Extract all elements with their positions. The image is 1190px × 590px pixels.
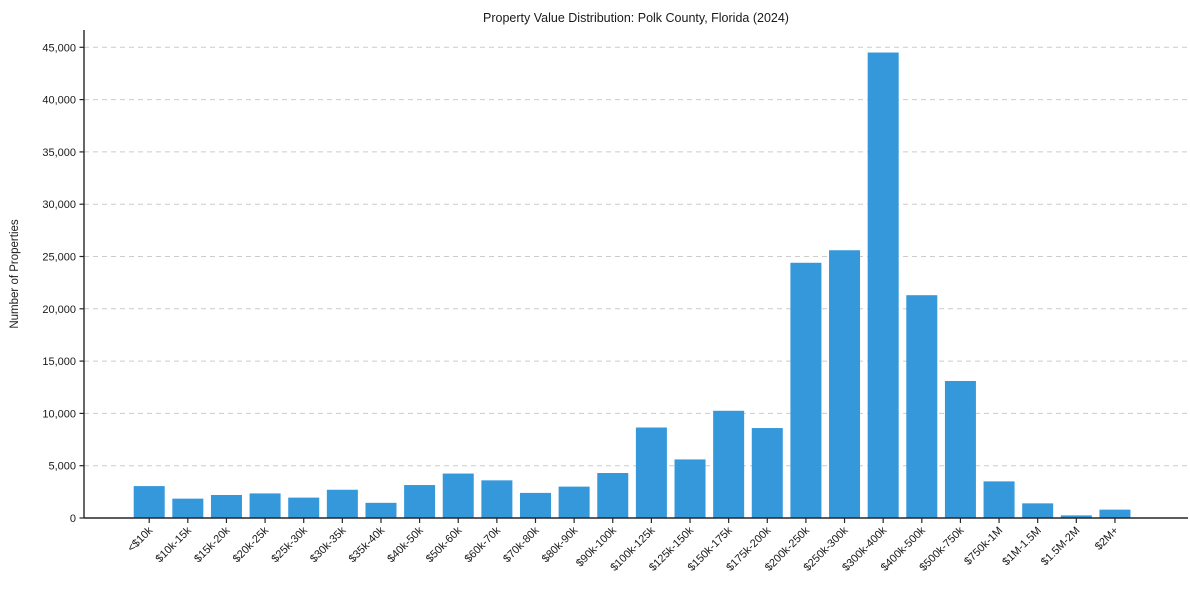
bar <box>829 250 861 518</box>
bar <box>1099 509 1131 518</box>
bar <box>1060 515 1092 518</box>
y-tick-label: 25,000 <box>42 252 76 264</box>
bar <box>481 480 513 518</box>
x-tick-label: $1M-1.5M <box>1000 525 1044 569</box>
y-tick-label: 30,000 <box>42 199 76 211</box>
y-tick-label: 5,000 <box>48 461 76 473</box>
gridlines <box>84 46 1188 467</box>
bar <box>944 380 976 518</box>
bar <box>365 502 397 518</box>
y-tick-label: 0 <box>70 513 76 525</box>
bar <box>326 489 358 518</box>
y-tick-label: 15,000 <box>42 356 76 368</box>
x-tick-label: $30k-35k <box>308 524 349 565</box>
x-tick-label: $40k-50k <box>385 524 426 565</box>
bar <box>210 494 242 518</box>
y-tick-label: 20,000 <box>42 304 76 316</box>
axes <box>79 30 1188 523</box>
bar <box>404 485 436 518</box>
x-tick-label: $60k-70k <box>462 524 503 565</box>
bar <box>597 473 629 518</box>
bar <box>674 459 706 518</box>
x-tick-label: $750k-1M <box>962 525 1005 568</box>
x-tick-label: <$10k <box>125 524 155 554</box>
x-tick-label: $35k-40k <box>347 524 388 565</box>
bar <box>983 481 1015 518</box>
x-tick-label: $20k-25k <box>231 524 272 565</box>
y-tick-label: 10,000 <box>42 408 76 420</box>
y-tick-label: 45,000 <box>42 42 76 54</box>
bars-group <box>133 52 1131 518</box>
y-axis-label: Number of Properties <box>9 219 21 329</box>
x-tick-label: $25k-30k <box>269 524 310 565</box>
bar <box>867 52 899 518</box>
bar <box>635 427 667 518</box>
bar <box>1022 503 1054 518</box>
bar <box>442 473 474 518</box>
x-tick-label: $15k-20k <box>192 524 233 565</box>
bar <box>713 410 745 518</box>
bar <box>790 262 822 518</box>
y-tick-label: 35,000 <box>42 147 76 159</box>
bar <box>249 493 281 518</box>
chart-title: Property Value Distribution: Polk County… <box>483 11 789 25</box>
x-tick-labels: <$10k$10k-15k$15k-20k$20k-25k$25k-30k$30… <box>125 524 1121 573</box>
x-tick-label: $70k-80k <box>501 524 542 565</box>
bar <box>133 486 165 518</box>
x-tick-label: $50k-60k <box>424 524 465 565</box>
y-tick-labels: 0 5,000 10,000 15,000 20,000 25,000 30,000 35,0… <box>42 42 76 525</box>
x-tick-label: $80k-90k <box>540 524 581 565</box>
x-tick-label: $10k-15k <box>153 524 194 565</box>
y-tick-label: 40,000 <box>42 95 76 107</box>
x-tick-label: $2M+ <box>1093 525 1121 553</box>
bar <box>288 497 320 518</box>
bar <box>520 492 551 518</box>
bar <box>906 295 938 518</box>
bar <box>172 498 204 518</box>
x-tick-label: $1.5M-2M <box>1039 525 1083 569</box>
bar <box>558 486 590 518</box>
bar <box>751 428 783 518</box>
